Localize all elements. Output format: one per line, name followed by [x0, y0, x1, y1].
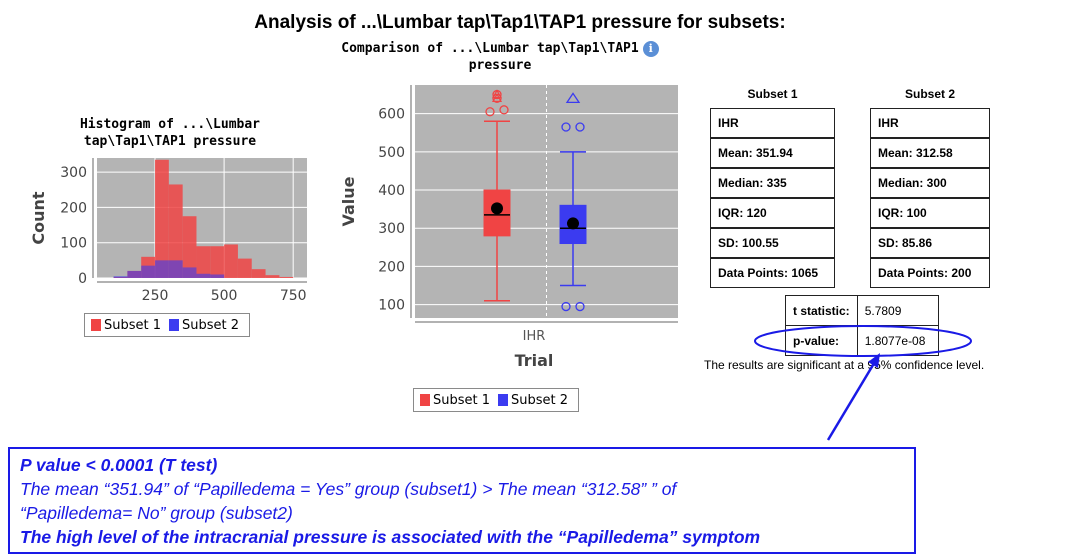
- ttest-table: t statistic: 5.7809 p-value: 1.8077e-08: [785, 295, 939, 356]
- boxplot-outlier: [485, 107, 495, 117]
- histogram-x-tick-label: 500: [211, 288, 238, 304]
- boxplot-y-axis-label: Value: [339, 176, 358, 226]
- legend-label-subset1: Subset 1: [433, 392, 491, 408]
- histogram-bar: [127, 270, 142, 278]
- histogram-y-tick-label: 100: [60, 236, 87, 252]
- histogram-bar: [182, 216, 197, 278]
- conclusion-line-association: The high level of the intracranial press…: [20, 527, 761, 547]
- histogram-y-tick-label: 300: [60, 165, 87, 181]
- legend-swatch-subset1: [420, 394, 430, 406]
- histogram-bar: [224, 244, 238, 278]
- boxplot-y-tick-label: 500: [378, 145, 405, 161]
- conclusion-line-pvalue: P value < 0.0001 (T test): [20, 455, 218, 475]
- subset1-data-points: Data Points: 1065: [710, 258, 835, 288]
- boxplot-y-tick-label: 200: [378, 259, 405, 275]
- subset1-median: Median: 335: [710, 168, 835, 198]
- boxplot-x-axis-label: Trial: [515, 351, 554, 370]
- p-value-label: p-value:: [785, 325, 858, 356]
- subset1-sd: SD: 100.55: [710, 228, 835, 258]
- boxplot-outlier: [575, 122, 585, 132]
- legend-swatch-subset2: [169, 319, 180, 331]
- histogram-y-tick-label: 0: [78, 271, 87, 287]
- conclusion-line-mean-compare: The mean “351.94” of “Papilledema = Yes”…: [20, 479, 677, 499]
- boxplot-y-tick-label: 100: [378, 298, 405, 314]
- histogram-chart: 0 100 200 300 250 500 750 Count: [29, 158, 307, 304]
- histogram-legend: Subset 1 Subset 2: [84, 313, 251, 337]
- histogram-bar: [196, 273, 211, 278]
- subset2-variable: IHR: [870, 108, 990, 138]
- boxplot-title-line2: pressure: [468, 58, 532, 73]
- boxplot-outlier: [561, 122, 571, 132]
- subset2-median: Median: 300: [870, 168, 990, 198]
- histogram-bar: [237, 258, 252, 278]
- boxplot-far-outlier: [491, 93, 503, 102]
- subset2-mean: Mean: 312.58: [870, 138, 990, 168]
- legend-label-subset2: Subset 2: [511, 392, 569, 408]
- boxplot-far-outlier: [565, 92, 581, 104]
- histogram-title-line2: tap\Tap1\TAP1 pressure: [83, 134, 257, 149]
- histogram-bar: [141, 265, 156, 278]
- histogram-bar: [210, 246, 225, 278]
- histogram-bar: [113, 276, 128, 278]
- boxplot-far-outlier: [491, 89, 503, 99]
- legend-item-subset1: Subset 1: [91, 318, 161, 333]
- significance-text: The results are significant at a 95% con…: [704, 358, 985, 372]
- subset2-sd: SD: 85.86: [870, 228, 990, 258]
- legend-label-subset2: Subset 2: [182, 317, 240, 333]
- legend-swatch-subset1: [91, 319, 101, 331]
- histogram-bar: [251, 269, 266, 278]
- histogram-bar: [155, 260, 169, 278]
- legend-item-subset2: Subset 2: [169, 318, 239, 333]
- boxplot-category-label: IHR: [523, 329, 546, 344]
- legend-item-subset2: Subset 2: [498, 393, 568, 408]
- subset1-variable: IHR: [710, 108, 835, 138]
- main-title: Analysis of ...\Lumbar tap\Tap1\TAP1 pre…: [254, 12, 786, 33]
- boxplot-title: Comparison of ...\Lumbar tap\Tap1\TAP1 i …: [300, 40, 700, 74]
- subset2-header: Subset 2: [904, 87, 955, 101]
- subset2-iqr: IQR: 100: [870, 198, 990, 228]
- boxplot-y-tick-label: 400: [378, 183, 405, 199]
- p-value-value: 1.8077e-08: [856, 325, 939, 356]
- histogram-bar: [168, 260, 183, 278]
- histogram-y-tick-label: 200: [60, 200, 87, 216]
- legend-label-subset1: Subset 1: [104, 317, 162, 333]
- boxplot-mean-marker: [567, 217, 579, 230]
- subset1-iqr: IQR: 120: [710, 198, 835, 228]
- boxplot-mean-marker: [491, 202, 503, 215]
- ttest-row-p: p-value: 1.8077e-08: [785, 325, 939, 356]
- t-statistic-label: t statistic:: [785, 295, 858, 326]
- histogram-bar: [155, 159, 169, 278]
- boxplot-chart: 100 200 300 400 500 600 IHR Trial Value: [339, 85, 678, 370]
- ttest-row-t: t statistic: 5.7809: [785, 295, 939, 326]
- info-icon[interactable]: i: [642, 40, 659, 57]
- subset1-mean: Mean: 351.94: [710, 138, 835, 168]
- histogram-title: Histogram of ...\Lumbar tap\Tap1\TAP1 pr…: [40, 116, 300, 150]
- histogram-bar: [210, 274, 225, 278]
- conclusion-box: P value < 0.0001 (T test) The mean “351.…: [8, 447, 916, 554]
- boxplot-y-tick-label: 600: [378, 107, 405, 123]
- boxplot-title-line1: Comparison of ...\Lumbar tap\Tap1\TAP1: [341, 41, 639, 56]
- subset1-header: Subset 1: [747, 87, 798, 101]
- conclusion-line-group: “Papilledema= No” group (subset2): [20, 503, 293, 523]
- legend-item-subset1: Subset 1: [420, 393, 490, 408]
- subset2-data-points: Data Points: 200: [870, 258, 990, 288]
- histogram-bar: [168, 184, 183, 278]
- boxplot-outlier: [575, 301, 585, 312]
- histogram-bar: [182, 267, 197, 278]
- histogram-x-tick-label: 250: [142, 288, 169, 304]
- t-statistic-value: 5.7809: [856, 295, 939, 326]
- annotation-arrow-line: [826, 359, 878, 441]
- histogram-bar: [279, 276, 294, 278]
- histogram-bar: [265, 275, 280, 278]
- histogram-title-line1: Histogram of ...\Lumbar: [79, 117, 260, 132]
- histogram-y-axis-label: Count: [29, 191, 48, 245]
- boxplot-outlier: [499, 105, 509, 115]
- boxplot-legend: Subset 1 Subset 2: [413, 388, 580, 412]
- legend-swatch-subset2: [498, 394, 509, 406]
- boxplot-y-tick-label: 300: [378, 221, 405, 237]
- histogram-x-tick-label: 750: [280, 288, 307, 304]
- histogram-bar: [196, 246, 211, 278]
- boxplot-outlier: [561, 301, 571, 312]
